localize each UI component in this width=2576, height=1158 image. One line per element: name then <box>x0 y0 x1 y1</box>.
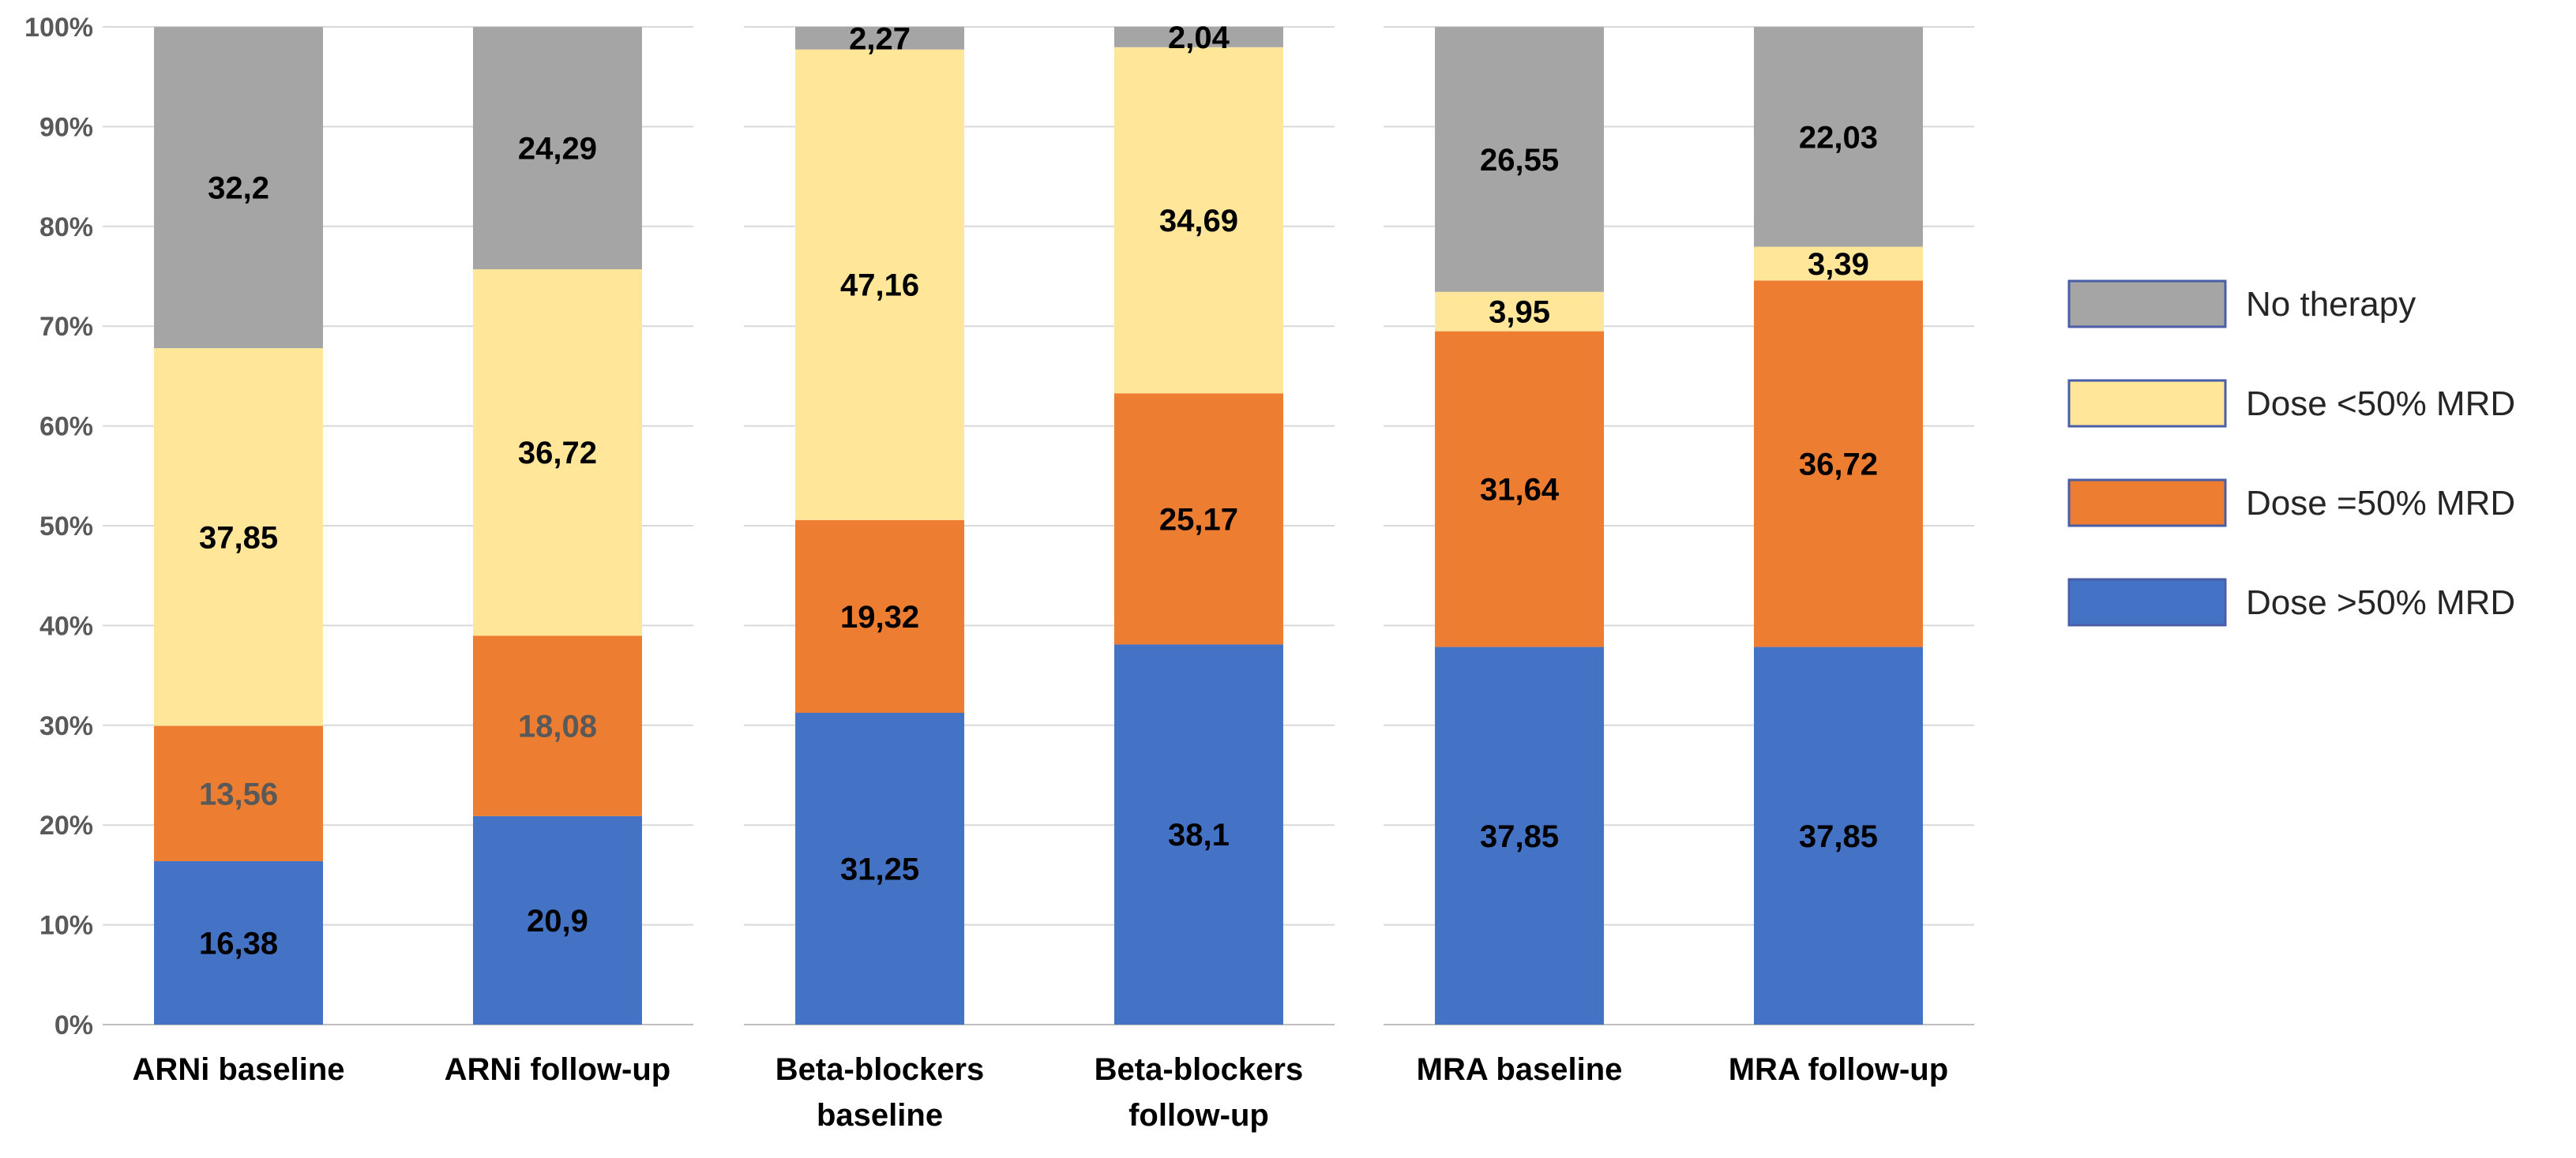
y-tick-label: 60% <box>39 412 93 442</box>
bar-segment <box>154 860 324 1025</box>
data-label: 2,04 <box>1168 21 1230 55</box>
bar-segment <box>1435 27 1605 292</box>
y-tick-label: 30% <box>39 711 93 741</box>
x-tick-label: MRA follow-up <box>1729 1052 1948 1087</box>
bar-segment <box>1753 246 1923 281</box>
bar-segment <box>472 815 642 1025</box>
data-label: 3,95 <box>1489 295 1550 330</box>
x-tick-label: Beta-blockers <box>1095 1052 1304 1087</box>
data-label: 37,85 <box>199 520 278 555</box>
legend-label: Dose <50% MRD <box>2246 384 2515 423</box>
bar-segment <box>1435 331 1605 647</box>
bar-segment <box>1113 27 1283 47</box>
bar-segment <box>795 713 965 1025</box>
data-label: 24,29 <box>518 132 597 167</box>
data-label: 3,39 <box>1808 247 1869 282</box>
data-label: 34,69 <box>1159 204 1238 238</box>
y-tick-label: 100% <box>24 13 93 43</box>
data-label: 36,72 <box>1799 448 1878 482</box>
legend-label: No therapy <box>2246 285 2416 324</box>
bar-segment <box>472 635 642 816</box>
y-tick-label: 90% <box>39 112 93 142</box>
data-label: 32,2 <box>208 171 269 206</box>
data-label: 47,16 <box>840 268 919 303</box>
bar-segment <box>1753 280 1923 647</box>
legend-label: Dose >50% MRD <box>2246 583 2515 622</box>
bar-segment <box>795 519 965 713</box>
bar-segment <box>154 27 324 349</box>
data-label: 22,03 <box>1799 120 1878 155</box>
bar-segment <box>1113 644 1283 1025</box>
bar-segment <box>472 269 642 636</box>
bar-segment <box>1113 47 1283 394</box>
x-tick-label: baseline <box>817 1098 943 1133</box>
data-label: 26,55 <box>1480 143 1559 178</box>
legend-swatch <box>2067 279 2227 328</box>
y-tick-label: 50% <box>39 512 93 542</box>
bar-segment <box>472 27 642 270</box>
bar-segment <box>1753 646 1923 1025</box>
data-label: 20,9 <box>527 904 588 939</box>
data-label: 18,08 <box>518 710 597 744</box>
data-label: 36,72 <box>518 436 597 470</box>
bar-segment <box>154 348 324 726</box>
data-label: 31,64 <box>1480 473 1560 508</box>
bar-segment <box>1435 646 1605 1025</box>
data-label: 19,32 <box>840 600 919 635</box>
x-tick-label: MRA baseline <box>1417 1052 1623 1087</box>
y-tick-label: 10% <box>39 911 93 941</box>
bar-segment <box>1753 27 1923 247</box>
data-label: 37,85 <box>1480 819 1559 854</box>
data-label: 16,38 <box>199 926 278 961</box>
data-label: 13,56 <box>199 777 278 811</box>
bar-segment <box>1113 393 1283 645</box>
legend-label: Dose =50% MRD <box>2246 484 2515 523</box>
bar-segment <box>1435 291 1605 332</box>
data-label: 38,1 <box>1168 818 1230 853</box>
data-label: 2,27 <box>849 21 911 56</box>
y-tick-label: 40% <box>39 611 93 641</box>
data-label: 25,17 <box>1159 502 1238 537</box>
data-label: 31,25 <box>840 853 919 887</box>
x-tick-label: ARNi follow-up <box>445 1052 671 1087</box>
bar-segment <box>795 27 965 50</box>
bar-segment <box>154 725 324 861</box>
legend-swatch <box>2067 478 2227 527</box>
data-label: 37,85 <box>1799 819 1878 854</box>
x-tick-label: follow-up <box>1128 1098 1269 1133</box>
legend-swatch <box>2067 578 2227 627</box>
legend-swatch <box>2067 379 2227 428</box>
y-tick-label: 0% <box>54 1010 93 1040</box>
x-tick-label: ARNi baseline <box>133 1052 345 1087</box>
x-tick-label: Beta-blockers <box>775 1052 985 1087</box>
y-tick-label: 70% <box>39 312 93 342</box>
bar-segment <box>795 49 965 520</box>
y-tick-label: 80% <box>39 212 93 242</box>
y-tick-label: 20% <box>39 811 93 841</box>
